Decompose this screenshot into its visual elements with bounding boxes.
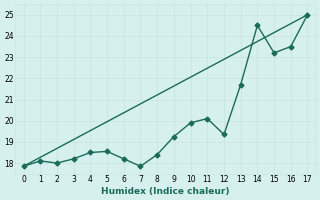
X-axis label: Humidex (Indice chaleur): Humidex (Indice chaleur) xyxy=(101,187,230,196)
